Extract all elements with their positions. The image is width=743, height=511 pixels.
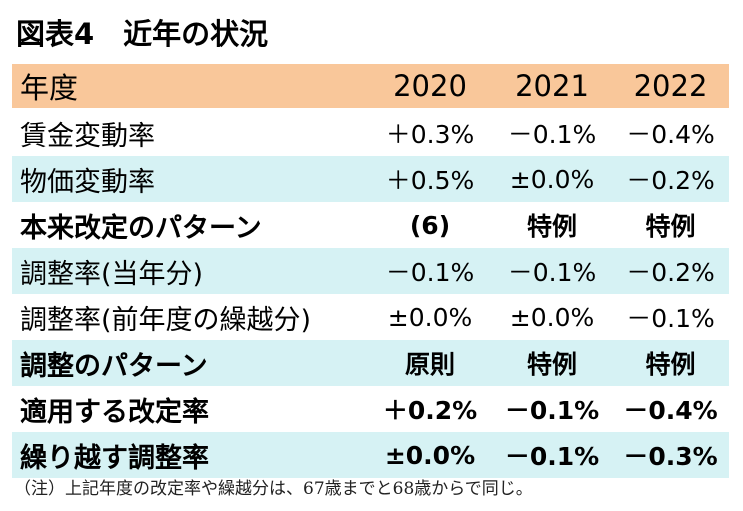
header-year-2022: 2022 (633, 69, 708, 103)
cell-2020: ±0.0% (387, 302, 473, 332)
row-label: 調整のパターン (20, 350, 208, 382)
cell-2020: 原則 (404, 350, 455, 379)
cell-2021: －0.1% (504, 442, 600, 471)
cell-2021: ±0.0% (509, 164, 595, 194)
cell-2020: ＋0.3% (385, 120, 475, 149)
cell-2022: －0.4% (626, 120, 715, 149)
cell-2020: ＋0.5% (385, 166, 475, 195)
row-label: 賃金変動率 (20, 120, 155, 152)
table-row-original-revision-pattern: 本来改定のパターン (6) 特例 特例 (12, 202, 729, 248)
cell-2020: ＋0.2% (382, 396, 478, 425)
cell-2022: －0.2% (626, 166, 715, 195)
cell-2022: －0.1% (626, 304, 715, 333)
header-year-2021: 2021 (515, 69, 589, 103)
header-label: 年度 (20, 71, 79, 105)
cell-2022: －0.4% (623, 396, 718, 425)
row-label: 調整率(当年分) (20, 258, 204, 290)
table-header-row: 年度 2020 2021 2022 (12, 64, 729, 108)
cell-2022: －0.3% (623, 442, 718, 471)
figure-title: 図表4 近年の状況 (16, 17, 269, 51)
table-row-carried-adjustment: 繰り越す調整率 ±0.0% －0.1% －0.3% (12, 432, 729, 478)
cell-2022: －0.2% (626, 258, 715, 287)
footnote: （注）上記年度の改定率や繰越分は、67歳までと68歳からで同じ。 (14, 479, 533, 499)
cell-2020: ±0.0% (384, 440, 476, 470)
cell-2022: 特例 (645, 212, 696, 241)
cell-2020: －0.1% (385, 258, 475, 287)
table-row-adjustment-carryover: 調整率(前年度の繰越分) ±0.0% ±0.0% －0.1% (12, 294, 729, 340)
table-row-applied-revision-rate: 適用する改定率 ＋0.2% －0.1% －0.4% (12, 386, 729, 432)
header-year-2020: 2020 (393, 69, 467, 103)
table-row-adjustment-current: 調整率(当年分) －0.1% －0.1% －0.2% (12, 248, 729, 294)
table-row-price-change: 物価変動率 ＋0.5% ±0.0% －0.2% (12, 156, 729, 202)
cell-2021: ±0.0% (509, 302, 595, 332)
cell-2021: －0.1% (504, 396, 600, 425)
row-label: 物価変動率 (20, 166, 155, 198)
row-label: 適用する改定率 (20, 396, 209, 428)
cell-2020: (6) (409, 210, 451, 240)
row-label: 本来改定のパターン (20, 212, 262, 244)
cell-2021: 特例 (526, 212, 577, 241)
cell-2021: －0.1% (507, 120, 597, 149)
cell-2021: 特例 (526, 350, 577, 379)
row-label: 繰り越す調整率 (20, 442, 209, 474)
cell-2022: 特例 (645, 350, 696, 379)
row-label: 調整率(前年度の繰越分) (20, 304, 312, 336)
table-row-wage-change: 賃金変動率 ＋0.3% －0.1% －0.4% (12, 110, 729, 156)
status-table: 年度 2020 2021 2022 賃金変動率 ＋0.3% －0.1% －0.4… (12, 64, 729, 478)
table-row-adjustment-pattern: 調整のパターン 原則 特例 特例 (12, 340, 729, 386)
cell-2021: －0.1% (507, 258, 597, 287)
